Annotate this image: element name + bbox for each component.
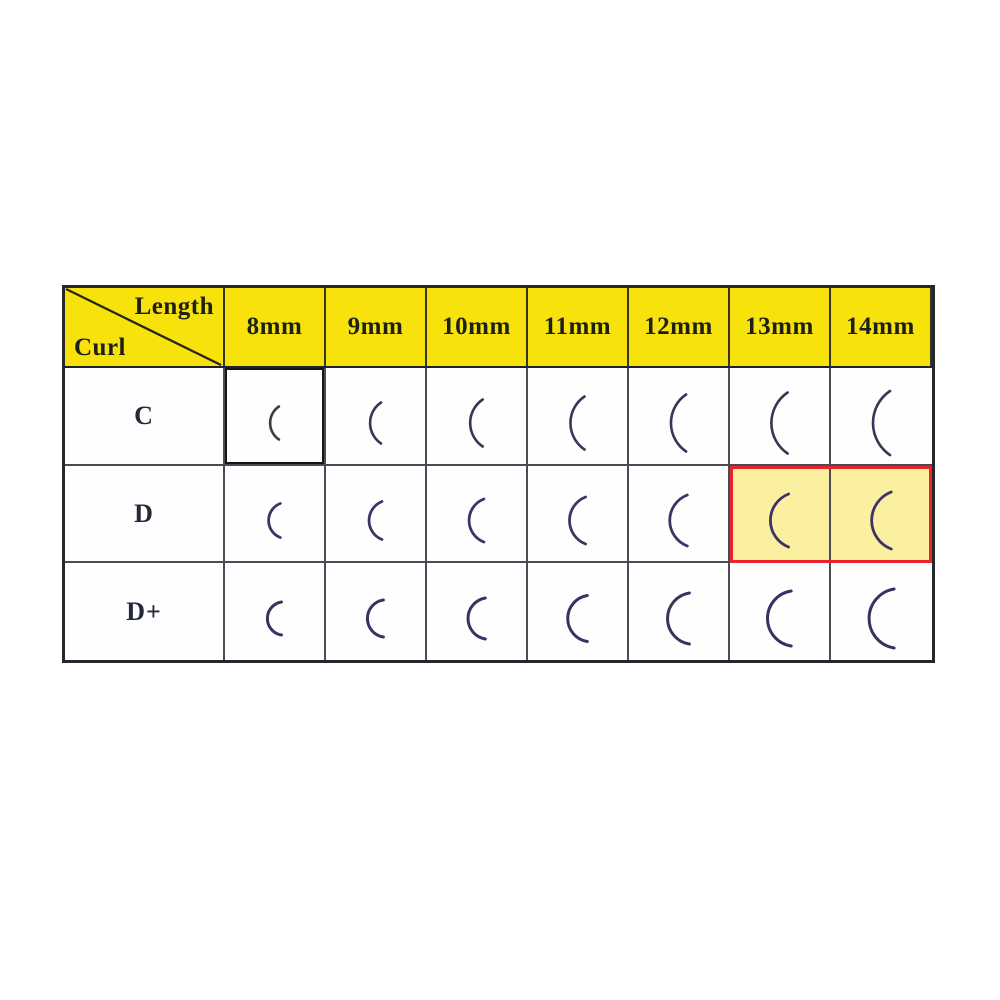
lash-cell-D-8mm bbox=[225, 466, 326, 563]
lash-cell-C-14mm bbox=[831, 368, 932, 466]
row-label-D: D bbox=[65, 466, 225, 563]
lash-cell-D+-11mm bbox=[528, 563, 629, 660]
column-header-label: 12mm bbox=[644, 313, 713, 340]
column-header-label: 9mm bbox=[347, 313, 404, 340]
column-header-13mm: 13mm bbox=[730, 288, 831, 368]
column-header-label: 8mm bbox=[246, 313, 303, 340]
diagonal-divider bbox=[65, 288, 222, 366]
lash-curl-sample-icon bbox=[367, 500, 384, 541]
lash-curl-sample-icon bbox=[769, 492, 790, 549]
column-header-label: 11mm bbox=[543, 313, 612, 340]
lash-cell-D+-14mm bbox=[831, 563, 932, 660]
corner-cell: Length Curl bbox=[65, 288, 225, 368]
column-header-label: 10mm bbox=[442, 313, 511, 340]
row-label-D+: D+ bbox=[65, 563, 225, 660]
lash-curl-sample-icon bbox=[666, 591, 691, 646]
lash-curl-sample-icon bbox=[669, 393, 688, 453]
lash-curl-sample-icon bbox=[467, 497, 486, 544]
lash-curl-sample-icon bbox=[871, 389, 892, 457]
lash-curl-sample-icon bbox=[265, 600, 283, 637]
lash-curl-sample-icon bbox=[366, 598, 385, 639]
lash-cell-D+-9mm bbox=[326, 563, 427, 660]
lash-curl-sample-icon bbox=[568, 495, 587, 546]
lash-cell-D-13mm bbox=[730, 466, 831, 563]
lash-curl-sample-icon bbox=[466, 596, 487, 641]
row-label-text: D+ bbox=[126, 596, 162, 626]
lash-curl-sample-icon bbox=[368, 401, 383, 445]
lash-cell-D+-13mm bbox=[730, 563, 831, 660]
column-header-14mm: 14mm bbox=[831, 288, 932, 368]
lash-curl-sample-icon bbox=[867, 587, 896, 650]
row-label-text: D bbox=[134, 498, 154, 528]
lash-cell-C-8mm bbox=[225, 368, 326, 466]
lash-cell-D-9mm bbox=[326, 466, 427, 563]
lash-cell-C-10mm bbox=[427, 368, 528, 466]
curl-axis-label: Curl bbox=[74, 334, 126, 361]
column-header-label: 13mm bbox=[745, 313, 814, 340]
row-label-C: C bbox=[65, 368, 225, 466]
lash-curl-sample-icon bbox=[766, 589, 793, 648]
lash-curl-sample-icon bbox=[870, 490, 893, 551]
lash-curl-sample-icon bbox=[267, 502, 282, 539]
column-header-10mm: 10mm bbox=[427, 288, 528, 368]
lash-curl-sample-icon bbox=[468, 398, 484, 448]
lash-cell-D-12mm bbox=[629, 466, 730, 563]
column-header-9mm: 9mm bbox=[326, 288, 427, 368]
lash-cell-D+-10mm bbox=[427, 563, 528, 660]
lash-cell-C-9mm bbox=[326, 368, 427, 466]
lash-curl-sample-icon bbox=[566, 594, 589, 643]
lash-cell-C-12mm bbox=[629, 368, 730, 466]
lash-cell-D+-12mm bbox=[629, 563, 730, 660]
lash-cell-C-13mm bbox=[730, 368, 831, 466]
lash-curl-sample-icon bbox=[668, 493, 689, 548]
curl-length-table: Length Curl 8mm 9mm 10mm 11mm 12mm 13mm 14mm C D D+ bbox=[62, 285, 935, 663]
length-axis-label: Length bbox=[134, 293, 214, 320]
lash-cell-D-14mm bbox=[831, 466, 932, 563]
lash-curl-sample-icon bbox=[569, 395, 586, 451]
lash-curl-size-chart: Length Curl 8mm 9mm 10mm 11mm 12mm 13mm 14mm C D D+ bbox=[62, 285, 935, 663]
lash-curl-sample-icon bbox=[268, 405, 281, 441]
column-header-8mm: 8mm bbox=[225, 288, 326, 368]
lash-cell-D+-8mm bbox=[225, 563, 326, 660]
lash-cell-D-10mm bbox=[427, 466, 528, 563]
row-label-text: C bbox=[134, 401, 154, 430]
lash-cell-D-11mm bbox=[528, 466, 629, 563]
column-header-label: 14mm bbox=[846, 313, 915, 340]
column-header-12mm: 12mm bbox=[629, 288, 730, 368]
lash-curl-sample-icon bbox=[770, 391, 789, 455]
lash-cell-C-11mm bbox=[528, 368, 629, 466]
column-header-11mm: 11mm bbox=[528, 288, 629, 368]
